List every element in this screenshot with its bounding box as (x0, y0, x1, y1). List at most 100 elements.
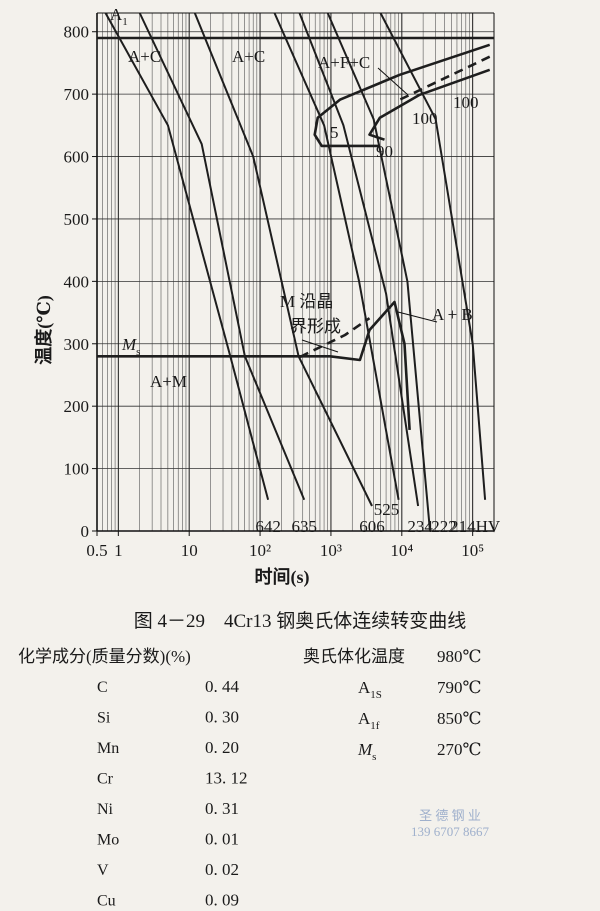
temp-label-text: 奥氏体化温度 (303, 647, 405, 666)
temp-label-sub: s (372, 751, 376, 763)
content: 0. 31 (205, 799, 239, 818)
content: 0. 01 (205, 830, 239, 849)
temp-label: A1S (358, 678, 382, 701)
curve (298, 12, 420, 507)
curve (299, 317, 371, 359)
curve (368, 68, 491, 141)
x-axis-label: 时间(s) (255, 567, 310, 588)
element: Ni (97, 801, 114, 818)
element: C (97, 679, 108, 696)
watermark: 139 6707 8667 (411, 824, 490, 839)
y-tick-label: 600 (64, 148, 90, 167)
hardness-label: 525 (374, 500, 400, 519)
content: 0. 20 (205, 738, 239, 757)
content: 0. 44 (205, 677, 240, 696)
temp-value: 850℃ (437, 709, 482, 728)
watermark: 圣 德 钢 业 (419, 808, 481, 823)
content: 0. 09 (205, 891, 239, 910)
element: Cr (97, 771, 114, 788)
hardness-label: 234 (407, 517, 433, 536)
annotation: A+C (232, 47, 265, 66)
y-tick-label: 100 (64, 460, 90, 479)
x-tick-label: 1 (114, 541, 123, 560)
temp-label: Ms (357, 740, 376, 763)
curve (313, 43, 491, 148)
x-tick-label: 10² (249, 541, 271, 560)
temp-value: 270℃ (437, 740, 482, 759)
annotation: A1 (110, 5, 128, 28)
content: 13. 12 (205, 769, 248, 788)
y-axis-label: 温度(℃) (33, 295, 55, 365)
annotation-text: A+M (150, 372, 187, 391)
temp-label-sub: 1f (370, 720, 380, 732)
curve (379, 12, 487, 500)
content: 0. 02 (205, 860, 239, 879)
hardness-label: 635 (291, 517, 317, 536)
annotation-sub: s (136, 346, 140, 358)
annotation-text: M 沿晶 (280, 292, 333, 311)
y-tick-label: 500 (64, 210, 90, 229)
annotation-text: 100 (453, 93, 479, 112)
pointer (301, 339, 339, 353)
composition-title: 化学成分(质量分数)(%) (18, 647, 191, 666)
x-tick-label: 10⁵ (461, 541, 484, 560)
temp-label: 奥氏体化温度 (303, 647, 405, 666)
y-tick-label: 300 (64, 335, 90, 354)
pointer (397, 311, 438, 323)
annotation: A+F+C (318, 53, 370, 72)
y-tick-label: 0 (81, 522, 90, 541)
annotation: A+M (150, 372, 187, 391)
temp-label-text: A (358, 678, 371, 697)
hardness-label: 642 (255, 517, 281, 536)
curve (326, 12, 431, 532)
temp-label-text: A (358, 709, 371, 728)
figure-caption: 图 4－29 4Cr13 钢奥氏体连续转变曲线 (134, 610, 467, 632)
annotation: A + B (432, 305, 473, 324)
x-tick-label: 10³ (320, 541, 342, 560)
annotation-text: 界形成 (290, 317, 341, 336)
annotation-text: 5 (330, 123, 339, 142)
annotation: M 沿晶 (280, 292, 333, 311)
annotation-text: M (121, 335, 137, 354)
annotation: 100 (412, 109, 438, 128)
annotation: A+C (128, 47, 161, 66)
curve (138, 12, 306, 501)
annotation-text: 90 (376, 142, 393, 161)
annotation-text: 100 (412, 109, 438, 128)
y-tick-label: 700 (64, 85, 90, 104)
curve (399, 55, 491, 101)
annotation-text: A + B (432, 305, 473, 324)
hardness-label: 606 (359, 517, 385, 536)
temp-label: A1f (358, 709, 380, 732)
curve (193, 12, 373, 507)
annotation-text: A+C (232, 47, 265, 66)
annotation: Ms (121, 335, 140, 358)
annotation-text: A+C (128, 47, 161, 66)
annotation-text: A (110, 5, 123, 24)
temp-value: 790℃ (437, 678, 482, 697)
element: V (97, 862, 109, 879)
temp-label-sub: 1S (370, 689, 382, 701)
y-tick-label: 400 (64, 272, 90, 291)
curve (104, 12, 270, 501)
element: Mn (97, 740, 119, 757)
y-tick-label: 200 (64, 397, 90, 416)
annotation-text: A+F+C (318, 53, 370, 72)
x-tick-label: 10⁴ (390, 541, 413, 560)
curve (97, 300, 411, 430)
pointer (377, 67, 409, 96)
annotation: 100 (453, 93, 479, 112)
content: 0. 30 (205, 708, 239, 727)
hardness-label: 222 (431, 517, 457, 536)
x-tick-label: 0.5 (86, 541, 107, 560)
element: Cu (97, 893, 116, 910)
x-tick-label: 10 (181, 541, 198, 560)
element: Mo (97, 832, 119, 849)
temp-value: 980℃ (437, 647, 482, 666)
temp-label-text: M (357, 740, 373, 759)
annotation: 90 (376, 142, 393, 161)
y-tick-label: 800 (64, 23, 90, 42)
annotation-sub: 1 (122, 16, 128, 28)
